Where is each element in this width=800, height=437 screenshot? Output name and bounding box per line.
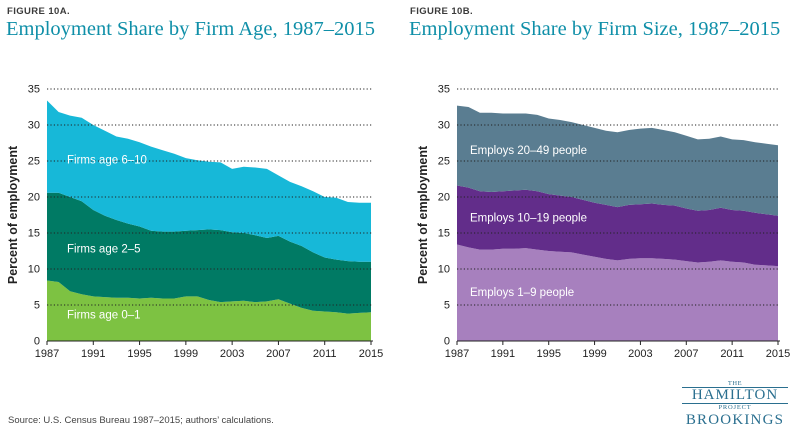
x-tick-label: 2007 bbox=[674, 348, 698, 360]
chart-title-a: Employment Share by Firm Age, 1987–2015 bbox=[6, 18, 375, 40]
y-axis-label: Percent of employment bbox=[6, 145, 20, 284]
y-tick-label: 20 bbox=[28, 192, 40, 204]
y-tick-label: 0 bbox=[444, 336, 450, 348]
x-tick-label: 2015 bbox=[359, 348, 383, 360]
series-label-2: Firms age 2–5 bbox=[67, 244, 141, 256]
x-tick-label: 2011 bbox=[313, 348, 337, 360]
x-tick-label: 1987 bbox=[445, 348, 469, 360]
figure-label-b: FIGURE 10B. bbox=[410, 6, 473, 17]
source-note: Source: U.S. Census Bureau 1987–2015; au… bbox=[8, 415, 274, 426]
x-tick-label: 1999 bbox=[582, 348, 606, 360]
logo-hamilton: HAMILTON bbox=[682, 387, 788, 404]
area-series-2 bbox=[47, 192, 371, 314]
x-tick-label: 1995 bbox=[536, 348, 560, 360]
y-tick-label: 20 bbox=[438, 192, 450, 204]
series-label-1: Firms age 0–1 bbox=[67, 310, 141, 322]
y-tick-label: 15 bbox=[28, 228, 40, 240]
y-tick-label: 10 bbox=[28, 264, 40, 276]
x-tick-label: 1987 bbox=[35, 348, 59, 360]
x-tick-label: 2003 bbox=[220, 348, 244, 360]
area-series-2 bbox=[457, 185, 778, 267]
chart-firm-size: 0 5 10 15 20 25 30 35 1987 1991 1995 1999 2003 2007 20… bbox=[416, 84, 790, 361]
y-tick-label: 10 bbox=[438, 264, 450, 276]
y-tick-label: 0 bbox=[34, 336, 40, 348]
series-label-3: Employs 20–49 people bbox=[470, 145, 587, 157]
area-series-3 bbox=[47, 100, 371, 262]
x-tick-label: 1995 bbox=[127, 348, 151, 360]
y-axis-label: Percent of employment bbox=[416, 145, 430, 284]
y-tick-label: 5 bbox=[34, 300, 40, 312]
y-tick-label: 25 bbox=[438, 156, 450, 168]
logo-brookings: BROOKINGS bbox=[685, 412, 785, 428]
area-series-1 bbox=[457, 244, 778, 341]
logo-project: PROJECT bbox=[718, 404, 752, 411]
chart-firm-age: 0 5 10 15 20 25 30 35 1987 1991 1995 1999 2003 2007 20… bbox=[6, 84, 383, 361]
logo-the: THE bbox=[727, 380, 743, 387]
y-tick-label: 35 bbox=[438, 84, 450, 96]
x-tick-label: 2015 bbox=[766, 348, 790, 360]
x-tick-label: 2003 bbox=[628, 348, 652, 360]
y-tick-label: 30 bbox=[438, 120, 450, 132]
series-label-1: Employs 1–9 people bbox=[470, 287, 574, 299]
x-tick-label: 1999 bbox=[174, 348, 198, 360]
y-tick-label: 35 bbox=[28, 84, 40, 96]
series-label-3: Firms age 6–10 bbox=[67, 155, 147, 167]
series-label-2: Employs 10–19 people bbox=[470, 213, 587, 225]
chart-title-b: Employment Share by Firm Size, 1987–2015 bbox=[409, 18, 781, 40]
x-tick-label: 2007 bbox=[266, 348, 290, 360]
x-tick-label: 1991 bbox=[81, 348, 105, 360]
y-tick-label: 25 bbox=[28, 156, 40, 168]
figure-label-a: FIGURE 10A. bbox=[7, 6, 70, 17]
x-tick-label: 1991 bbox=[491, 348, 515, 360]
area-series-1 bbox=[47, 280, 371, 341]
hamilton-brookings-logo: THE HAMILTON PROJECT BROOKINGS bbox=[676, 380, 794, 434]
x-tick-label: 2011 bbox=[720, 348, 744, 360]
y-tick-label: 15 bbox=[438, 228, 450, 240]
y-tick-label: 30 bbox=[28, 120, 40, 132]
y-tick-label: 5 bbox=[444, 300, 450, 312]
